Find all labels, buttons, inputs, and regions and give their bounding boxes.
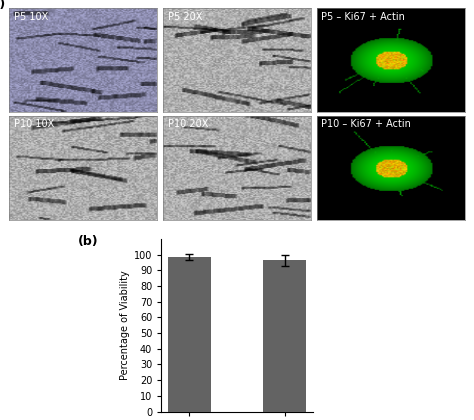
Bar — [168, 257, 211, 412]
Text: P10 10X: P10 10X — [14, 119, 54, 129]
Text: P10 20X: P10 20X — [168, 119, 208, 129]
Text: P5 – Ki67 + Actin: P5 – Ki67 + Actin — [321, 11, 405, 21]
Y-axis label: Percentage of Viability: Percentage of Viability — [119, 270, 129, 380]
Text: P5 10X: P5 10X — [14, 11, 48, 21]
Text: (b): (b) — [78, 235, 99, 248]
Bar — [263, 260, 306, 412]
Text: P10 – Ki67 + Actin: P10 – Ki67 + Actin — [321, 119, 411, 129]
Text: (a): (a) — [0, 0, 6, 11]
Text: P5 20X: P5 20X — [168, 11, 202, 21]
